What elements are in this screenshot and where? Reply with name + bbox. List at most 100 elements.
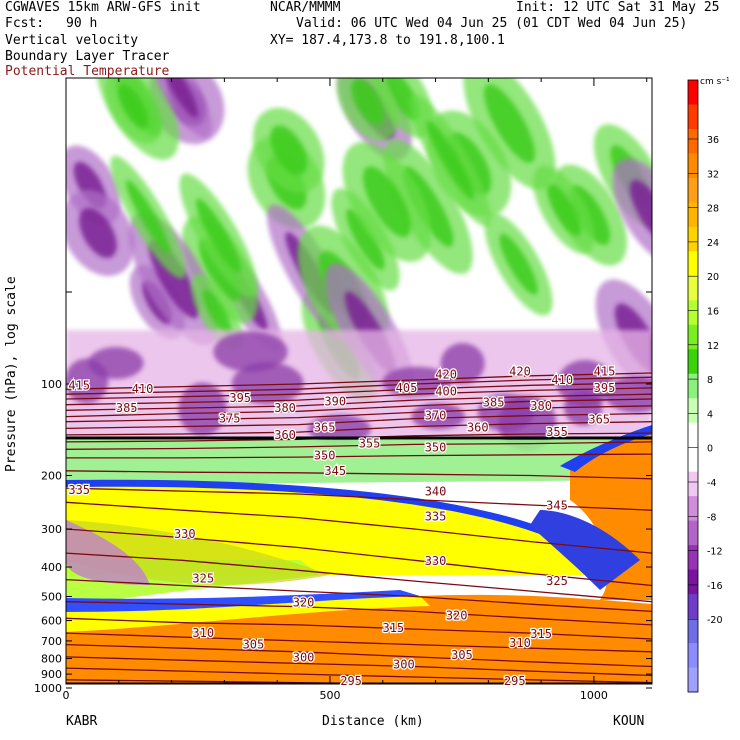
theta-label: 415 [594,365,616,379]
theta-label: 305 [451,648,473,662]
theta-label: 315 [382,621,404,635]
colorbar-tick-label: 36 [707,135,719,146]
left-station-label: KABR [66,714,98,729]
velocity-core [346,209,385,270]
colorbar-tick-label: -12 [707,547,723,558]
theta-label: 360 [467,420,489,434]
y-tick-label: 500 [41,590,62,603]
colorbar-tick-label: 8 [707,375,713,386]
theta-contour [66,376,652,395]
colorbar-swatch [688,226,698,252]
theta-label: 380 [274,401,296,415]
theta-label: 390 [324,394,346,408]
theta-label: 330 [425,554,447,568]
x-axis-title: Distance (km) [322,714,424,729]
theta-label: 325 [192,572,214,586]
colorbar-swatch [688,80,698,105]
plot-area [66,78,652,684]
theta-label: 365 [314,420,336,434]
theta-label: 340 [425,485,447,499]
theta-label: 320 [293,595,315,609]
y-tick-label: 1000 [34,682,62,695]
theta-contour [66,421,652,436]
theta-contour [66,643,652,668]
x-tick-label: 0 [63,689,70,702]
theta-label: 325 [546,574,568,588]
y-tick-label: 400 [41,561,62,574]
colorbar-swatch [688,471,698,497]
colorbar-tick-label: 12 [707,341,719,352]
org-title: NCAR/MMMM [270,0,341,15]
theta-contour [66,552,652,603]
colorbar-swatch [688,618,698,644]
colorbar-tick-label: -20 [707,615,723,626]
valid-time: Valid: 06 UTC Wed 04 Jun 25 (01 CDT Wed … [296,16,688,31]
colorbar-swatch [688,447,698,473]
theta-label: 350 [314,449,336,463]
colorbar-tick-label: 20 [707,272,719,283]
theta-contour [66,632,652,653]
field-potential-temperature: Potential Temperature [5,64,170,79]
theta-contour [66,412,652,430]
theta-label: 405 [396,381,418,395]
theta-contour [66,453,652,459]
theta-label: 300 [293,651,315,665]
y-tick-label: 600 [41,615,62,628]
colorbar-swatch [688,373,698,399]
theta-label: 330 [174,527,196,541]
theta-contour [66,372,652,390]
velocity-core [202,289,232,336]
theta-label: 345 [324,464,346,478]
green-band [66,440,652,485]
velocity-core [79,208,117,258]
theta-contour [66,528,652,587]
velocity-core [270,125,308,175]
y-tick-label: 100 [41,378,62,391]
theta-label: 420 [435,367,457,381]
colorbar-swatch [688,667,698,693]
colorbar-tick-label: -8 [707,512,716,523]
theta-label: 350 [425,441,447,455]
theta-label: 410 [551,373,573,387]
colorbar-tick-label: 4 [707,409,713,420]
theta-label: 305 [243,637,265,651]
colorbar-swatch [688,643,698,669]
x-tick-label: 500 [319,689,340,702]
x-axis-ticks: 0 500 1000 [63,78,648,702]
colorbar-swatch [688,300,698,326]
tropopause-blob [88,347,144,380]
theta-label: 395 [594,381,616,395]
colorbar-swatch [688,128,698,154]
colorbar-swatch [688,153,698,179]
colorbar-swatch [688,251,698,277]
colorbar-swatch [688,398,698,424]
theta-label: 310 [192,626,214,640]
colorbar-swatch [688,349,698,375]
model-title: CGWAVES 15km ARW-GFS init [5,0,201,15]
theta-contour [66,393,652,411]
velocity-core [363,166,411,238]
velocity-core [499,233,538,295]
velocity-core [351,79,384,125]
y-axis-title: Pressure (hPa), log scale [4,276,19,472]
theta-label: 360 [274,428,296,442]
theta-label: 375 [219,412,241,426]
theta-label: 380 [530,399,552,413]
velocity-core [546,183,581,236]
colorbar-swatch [688,569,698,595]
field-boundary-layer-tracer: Boundary Layer Tracer [5,49,170,64]
theta-contour [66,441,652,450]
velocity-core [196,198,242,273]
theta-label: 320 [446,609,468,623]
colorbar-tick-label: 28 [707,204,719,215]
theta-label: 335 [68,483,90,497]
colorbar-swatch [688,177,698,203]
colorbar-swatch [688,104,698,130]
right-station-label: KOUN [613,714,645,729]
colorbar-swatch [688,545,698,571]
colorbar-tick-label: 0 [707,444,713,455]
theta-label: 395 [229,391,251,405]
colorbar: cm s⁻¹ 36 32 28 24 20 16 12 8 4 0 -4 -8 -12 -16 -20 [687,77,730,693]
y-tick-label: 800 [41,653,62,666]
colorbar-tick-label: -16 [707,581,723,592]
